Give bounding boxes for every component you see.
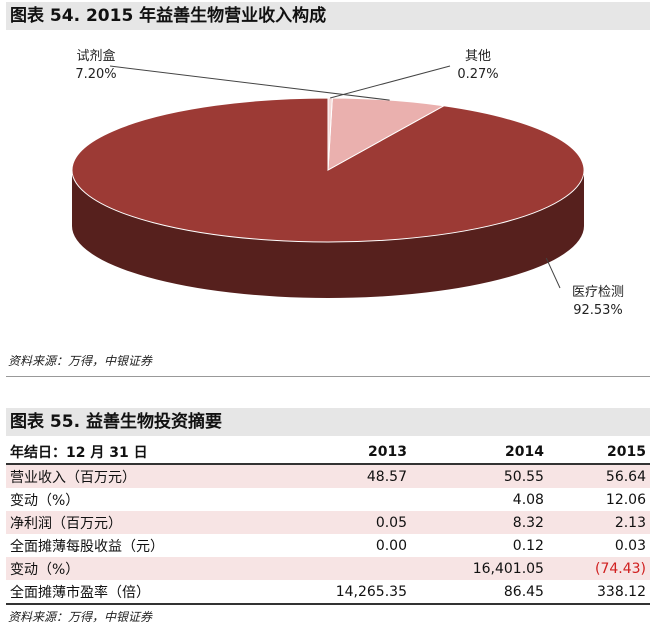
cell-2015: 2.13 [547,511,650,534]
pie-slice-医疗检测 [71,97,585,243]
cell-2013: 0.05 [274,511,411,534]
cell-2014: 8.32 [410,511,548,534]
leader-line-其他 [330,65,451,99]
slice-value-其他: 0.27% [457,67,498,82]
divider [6,376,650,377]
pie-labels: 医疗检测 92.53% 试剂盒 7.20% 其他 0.27% [75,48,624,318]
leader-line-医疗检测 [545,257,561,289]
figure-55-title: 图表 55. 益善生物投资摘要 [6,408,650,436]
cell-2013: 48.57 [274,464,411,488]
pie-side-医疗检测 [72,170,584,298]
row-label: 净利润（百万元） [6,511,274,534]
table-row: 变动（%） 4.08 12.06 [6,488,650,511]
slice-value-试剂盒: 7.20% [75,67,116,82]
cell-2015: 338.12 [547,580,650,605]
table-header-row: 年结日：12 月 31 日 2013 2014 2015 [6,440,650,465]
header-2015: 2015 [547,440,650,465]
slice-label-医疗检测: 医疗检测 [572,285,624,300]
cell-2014: 0.12 [512,537,544,554]
row-label: 全面摊薄市盈率（倍） [6,580,274,605]
header-fiscal-year: 年结日：12 月 31 日 [6,440,274,465]
table-row: 营业收入（百万元） 48.57 50.55 56.64 [6,464,650,488]
header-2013: 2013 [274,440,411,465]
table-row: 全面摊薄市盈率（倍） 14,265.35 86.45 338.12 [6,580,650,605]
slice-label-试剂盒: 试剂盒 [76,48,115,64]
cell-2014: 4.08 [512,491,544,508]
cell-2015: (74.43) [547,557,650,580]
header-2014: 2014 [410,440,548,465]
pie-chart: 医疗检测 92.53% 试剂盒 7.20% 其他 0.27% [71,48,624,318]
cell-2013 [274,488,411,511]
cell-2015: 12.06 [605,491,646,508]
cell-2015: 56.64 [547,464,650,488]
row-label: 变动（%） [10,492,80,509]
cell-2014: 86.45 [410,580,548,605]
cell-2013: 14,265.35 [274,580,411,605]
figure-55-source: 资料来源：万得，中银证券 [8,610,153,624]
cell-2015: 0.03 [614,537,646,554]
row-label: 营业收入（百万元） [6,464,274,488]
figure-54-title: 图表 54. 2015 年益善生物营业收入构成 [6,2,650,30]
pie-leader-lines [109,65,561,289]
leader-line-试剂盒 [109,65,390,101]
figure-54-source: 资料来源：万得，中银证券 [8,354,153,368]
table-row: 全面摊薄每股收益（元） 0.00 0.12 0.03 [6,534,650,557]
row-label: 变动（%） [6,557,274,580]
investment-summary-table: 年结日：12 月 31 日 2013 2014 2015 营业收入（百万元） 48… [6,440,650,605]
row-label: 全面摊薄每股收益（元） [10,538,164,555]
pie-side-walls [72,170,584,298]
cell-2013 [274,557,411,580]
slice-value-医疗检测: 92.53% [573,303,623,318]
pie-top-face [71,97,585,243]
cell-2014: 16,401.05 [410,557,548,580]
slice-label-其他: 其他 [465,49,491,64]
table-row: 变动（%） 16,401.05 (74.43) [6,557,650,580]
table-row: 净利润（百万元） 0.05 8.32 2.13 [6,511,650,534]
cell-2014: 50.55 [410,464,548,488]
cell-2013: 0.00 [375,537,407,554]
